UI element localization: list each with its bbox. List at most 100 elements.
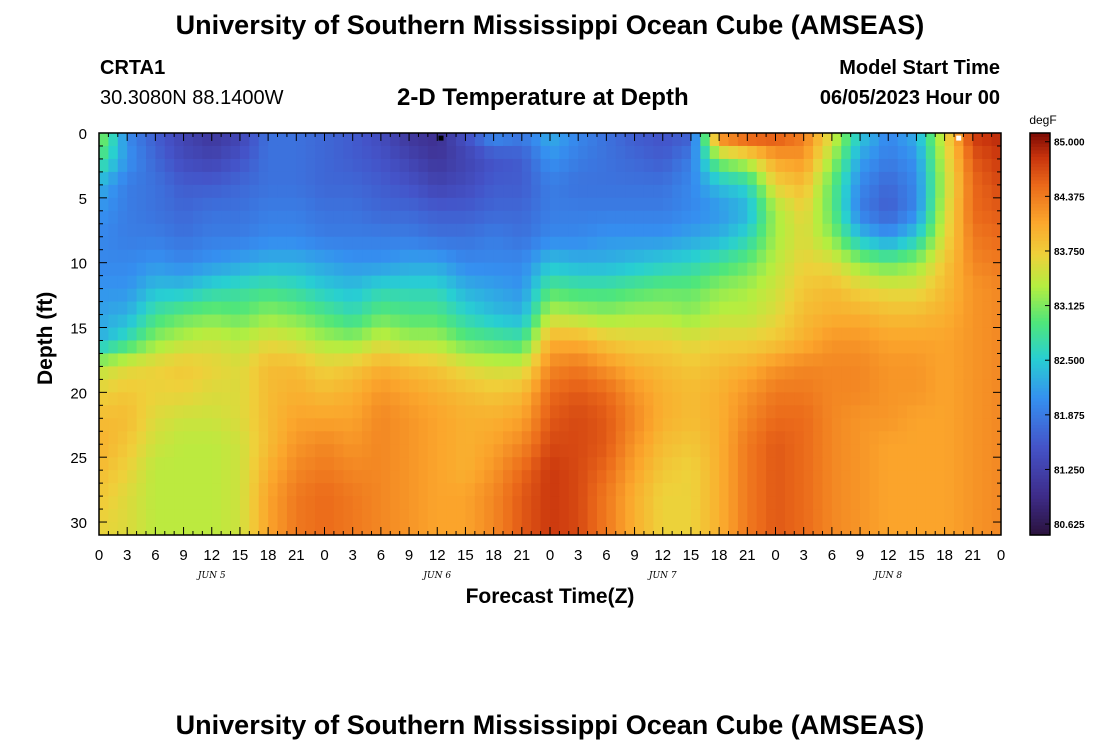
heatmap-cell — [99, 366, 109, 380]
heatmap-cell — [850, 509, 861, 523]
heatmap-cell — [841, 340, 852, 355]
heatmap-cell — [587, 457, 598, 471]
heatmap-cell — [672, 275, 683, 290]
heatmap-cell — [860, 249, 871, 264]
heatmap-cell — [540, 171, 551, 186]
heatmap-cell — [249, 288, 260, 303]
heatmap-cell — [596, 418, 607, 432]
heatmap-cell — [747, 379, 758, 393]
heatmap-cell — [784, 366, 795, 380]
heatmap-cell — [333, 405, 344, 419]
heatmap-cell — [596, 483, 607, 497]
heatmap-cell — [700, 509, 711, 523]
heatmap-cell — [183, 353, 194, 368]
heatmap-cell — [813, 275, 824, 290]
heatmap-cell — [963, 145, 974, 160]
heatmap-cell — [390, 275, 401, 290]
heatmap-cell — [399, 301, 410, 316]
heatmap-cell — [268, 522, 279, 535]
heatmap-cell — [662, 366, 673, 380]
heatmap-cell — [305, 496, 316, 510]
heatmap-cell — [493, 314, 504, 329]
heatmap-cell — [249, 133, 260, 147]
heatmap-cell — [155, 470, 166, 484]
heatmap-cell — [747, 340, 758, 355]
heatmap-cell — [493, 366, 504, 380]
heatmap-cell — [371, 301, 382, 316]
heatmap-cell — [963, 236, 974, 251]
heatmap-cell — [596, 210, 607, 225]
heatmap-cell — [662, 509, 673, 523]
heatmap-cell — [305, 379, 316, 393]
heatmap-cell — [606, 301, 617, 316]
heatmap-cell — [625, 236, 636, 251]
heatmap-cell — [578, 405, 589, 419]
heatmap-cell — [192, 353, 203, 368]
heatmap-cell — [99, 171, 109, 186]
heatmap-cell — [296, 522, 307, 535]
heatmap-cell — [493, 288, 504, 303]
heatmap-cell — [578, 522, 589, 535]
heatmap-cell — [305, 197, 316, 212]
heatmap-cell — [897, 133, 908, 147]
heatmap-cell — [362, 236, 373, 251]
colorbar-segment — [1030, 146, 1050, 151]
heatmap-cell — [568, 197, 579, 212]
heatmap-cell — [521, 301, 532, 316]
heatmap-cell — [99, 405, 109, 419]
heatmap-cell — [963, 210, 974, 225]
heatmap-cell — [888, 236, 899, 251]
heatmap-cell — [907, 223, 918, 238]
heatmap-cell — [474, 314, 485, 329]
heatmap-cell — [878, 496, 889, 510]
heatmap-cell — [935, 145, 946, 160]
heatmap-cell — [860, 158, 871, 173]
heatmap-cell — [521, 197, 532, 212]
heatmap-cell — [841, 353, 852, 368]
heatmap-cell — [747, 392, 758, 406]
heatmap-cell — [117, 431, 128, 445]
heatmap-cell — [268, 405, 279, 419]
heatmap-cell — [465, 249, 476, 264]
heatmap-cell — [390, 288, 401, 303]
heatmap-cell — [794, 210, 805, 225]
heatmap-cell — [286, 184, 297, 199]
heatmap-cell — [221, 418, 232, 432]
heatmap-cell — [860, 184, 871, 199]
heatmap-cell — [164, 353, 175, 368]
heatmap-cell — [474, 431, 485, 445]
heatmap-cell — [935, 275, 946, 290]
heatmap-cell — [794, 483, 805, 497]
heatmap-cell — [907, 418, 918, 432]
heatmap-cell — [286, 379, 297, 393]
heatmap-cell — [221, 470, 232, 484]
heatmap-cell — [606, 171, 617, 186]
heatmap-cell — [183, 314, 194, 329]
heatmap-cell — [756, 340, 767, 355]
heatmap-cell — [766, 496, 777, 510]
heatmap-cell — [512, 509, 523, 523]
heatmap-cell — [333, 509, 344, 523]
heatmap-cell — [446, 275, 457, 290]
heatmap-cell — [596, 262, 607, 277]
heatmap-cell — [709, 145, 720, 160]
heatmap-cell — [897, 483, 908, 497]
heatmap-cell — [437, 353, 448, 368]
heatmap-cell — [427, 509, 438, 523]
heatmap-cell — [484, 210, 495, 225]
heatmap-cell — [427, 171, 438, 186]
colorbar-segment — [1030, 484, 1050, 489]
heatmap-cell — [371, 366, 382, 380]
heatmap-cell — [164, 262, 175, 277]
heatmap-cell — [108, 158, 119, 173]
heatmap-cell — [963, 522, 974, 535]
heatmap-cell — [446, 210, 457, 225]
heatmap-cell — [737, 327, 748, 342]
heatmap-cell — [192, 366, 203, 380]
heatmap-cell — [286, 327, 297, 342]
heatmap-cell — [606, 210, 617, 225]
heatmap-cell — [634, 262, 645, 277]
heatmap-cell — [916, 392, 927, 406]
colorbar-segment — [1030, 206, 1050, 211]
